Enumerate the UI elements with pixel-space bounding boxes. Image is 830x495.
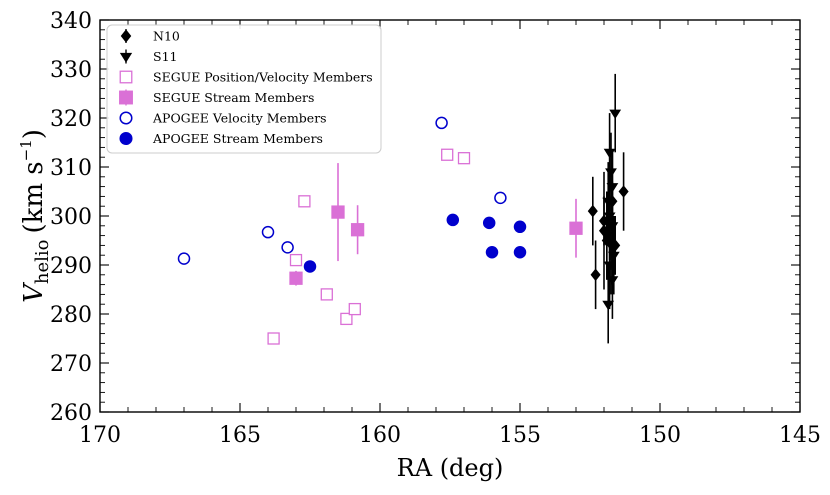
apogee-stream-members-point: [446, 213, 460, 227]
legend-label-apogee-stream-members: APOGEE Stream Members: [152, 131, 323, 146]
segue-position-velocity-members-point: [267, 332, 280, 345]
legend-label-segue-stream-members: SEGUE Stream Members: [153, 90, 314, 105]
x-axis-label: RA (deg): [397, 454, 504, 482]
segue-stream-members-point: [350, 223, 365, 237]
x-tick-label: 150: [639, 423, 681, 448]
svg-text:Vhelio(km s−1): Vhelio (km s−1): [17, 129, 53, 303]
y-axis-label-units-close: ): [19, 129, 49, 139]
apogee-velocity-members-point: [435, 116, 448, 130]
y-tick-label: 280: [50, 303, 92, 328]
y-tick-label: 330: [50, 58, 92, 83]
y-tick-label: 270: [50, 352, 92, 377]
y-tick-label: 310: [50, 156, 92, 181]
apogee-stream-members-point: [513, 246, 527, 259]
apogee-velocity-members-point: [494, 191, 507, 205]
n10-point: [587, 204, 598, 218]
data-points-layer: [177, 73, 629, 345]
segue-position-velocity-members-point: [457, 152, 471, 165]
legend-marker-apogee-velocity-members: [119, 111, 133, 125]
y-axis-label-subscript: helio: [32, 240, 53, 285]
x-tick-label: 170: [79, 423, 121, 448]
legend-marker-segue-position-velocity-members: [119, 70, 133, 84]
x-tick-label: 160: [359, 423, 401, 448]
s11-point: [609, 109, 622, 120]
legend-label-apogee-velocity-members: APOGEE Velocity Members: [152, 111, 327, 126]
segue-position-velocity-members-point: [441, 148, 454, 161]
legend-box: [106, 24, 382, 154]
segue-position-velocity-members-point: [298, 195, 311, 208]
segue-stream-members-point: [569, 221, 583, 235]
apogee-velocity-members-point: [177, 252, 191, 265]
apogee-stream-members-point: [303, 260, 317, 273]
legend-label-s11: S11: [153, 49, 177, 64]
y-tick-label: 260: [50, 401, 92, 426]
legend-marker-n10: [120, 29, 132, 43]
apogee-stream-members-point: [485, 246, 499, 259]
apogee-stream-members-point: [513, 220, 527, 234]
y-axis-label-exponent: −1: [17, 139, 35, 161]
y-tick-label: 320: [50, 107, 92, 132]
y-tick-labels: 260 270 280 290 300 310 320 330 340: [50, 9, 92, 426]
y-axis-label-units: (km s: [19, 161, 49, 233]
s11-point: [606, 276, 619, 286]
y-tick-label: 340: [50, 9, 92, 34]
s11-point: [607, 251, 620, 262]
y-axis-label: Vhelio (km s−1): [17, 129, 53, 303]
segue-position-velocity-members-point: [348, 302, 361, 316]
y-axis-label-symbol: V: [19, 282, 49, 303]
x-tick-label: 145: [779, 423, 821, 448]
legend-label-n10: N10: [153, 29, 180, 44]
n10-point: [590, 268, 601, 282]
plot-frame: [99, 19, 801, 413]
x-tick-labels: 170 165 160 155 150 145: [79, 423, 821, 448]
apogee-velocity-members-point: [261, 225, 275, 239]
s11-point: [602, 300, 615, 311]
segue-position-velocity-members-point: [340, 312, 353, 326]
x-tick-label: 165: [219, 423, 261, 448]
segue-stream-members-point: [331, 205, 345, 219]
segue-stream-members-point: [289, 271, 303, 285]
y-tick-label: 300: [50, 205, 92, 230]
segue-position-velocity-members-point: [320, 288, 333, 301]
legend: N10 S11 SEGUE Position/Velocity Members SEG…: [106, 24, 382, 154]
x-tick-label: 155: [499, 423, 541, 448]
n10-point: [618, 185, 629, 198]
legend-label-segue-position-velocity-members: SEGUE Position/Velocity Members: [153, 70, 373, 85]
legend-marker-s11: [119, 52, 133, 63]
apogee-stream-members-point: [482, 216, 496, 230]
apogee-velocity-members-point: [281, 241, 294, 254]
legend-marker-apogee-stream-members: [119, 131, 133, 146]
segue-position-velocity-members-point: [289, 253, 303, 267]
y-tick-label: 290: [50, 254, 92, 279]
legend-marker-segue-stream-members: [119, 90, 133, 105]
